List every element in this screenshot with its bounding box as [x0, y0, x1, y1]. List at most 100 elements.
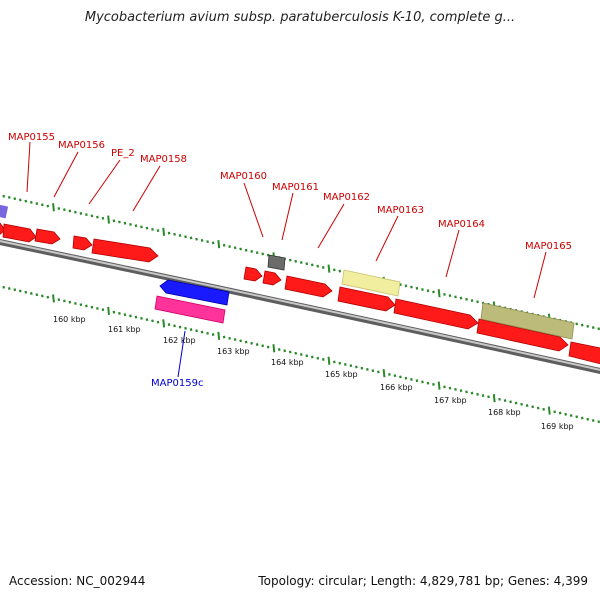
gene-label[interactable]: MAP0160 — [220, 171, 267, 182]
forward-track-minor-tick — [90, 214, 94, 218]
leader-map0162 — [317, 203, 345, 249]
gene-arrow-map0156[interactable] — [2, 223, 37, 243]
scale-track-minor-tick — [85, 304, 88, 308]
scale-track-minor-tick — [580, 416, 584, 420]
scale-track-minor-tick — [211, 333, 215, 336]
gene-arrow-map0155[interactable] — [0, 222, 6, 236]
scale-label: 160 kbp — [53, 315, 86, 324]
scale-track-minor-tick — [586, 417, 590, 421]
scale-label: 165 kbp — [325, 370, 358, 379]
gene-arrow-map0162[interactable] — [284, 275, 333, 298]
scale-track-minor-tick — [481, 394, 485, 398]
scale-track-major-tick — [217, 331, 221, 340]
forward-track-minor-tick — [250, 250, 253, 253]
forward-track-minor-tick — [255, 251, 259, 255]
gene-arrow-map0159c[interactable] — [159, 279, 230, 306]
gene-label[interactable]: MAP0163 — [377, 205, 424, 216]
forward-track-minor-tick — [228, 245, 231, 248]
scale-track-major-tick — [382, 369, 386, 378]
forward-track-minor-tick — [597, 327, 600, 331]
gene-label[interactable]: MAP0161 — [272, 182, 319, 193]
forward-track-minor-tick — [591, 326, 595, 329]
gene-label[interactable]: MAP0162 — [323, 192, 370, 203]
gene-arrow-map0161[interactable] — [262, 270, 282, 286]
forward-track-minor-tick — [316, 264, 320, 268]
scale-track-major-tick — [492, 393, 496, 403]
scale-track-minor-tick — [432, 382, 435, 386]
gene-box-map0165-feature[interactable] — [480, 302, 575, 340]
gene-label[interactable]: MAP0165 — [525, 241, 572, 252]
forward-track-minor-tick — [63, 208, 66, 212]
gene-box-map0160-pseudo[interactable] — [267, 254, 286, 271]
forward-track-minor-tick — [184, 235, 187, 239]
scale-track-minor-tick — [178, 325, 182, 329]
forward-track-minor-tick — [156, 229, 160, 233]
scale-track-minor-tick — [569, 414, 573, 417]
scale-track-minor-tick — [46, 295, 50, 299]
gene-left-edge-purple[interactable] — [0, 204, 9, 219]
forward-track-minor-tick — [24, 199, 28, 203]
forward-track-minor-tick — [244, 248, 248, 252]
scale-track-minor-tick — [167, 323, 171, 327]
scale-labels: 160 kbp 161 kbp 162 kbp 163 kbp 164 kbp … — [53, 315, 574, 431]
scale-track-minor-tick — [520, 402, 523, 406]
scale-track-minor-tick — [542, 407, 545, 411]
scale-track-minor-tick — [487, 395, 490, 399]
gene-arrow-pe2[interactable] — [34, 228, 61, 245]
forward-track-major-tick — [327, 264, 331, 273]
map-title: Mycobacterium avium subsp. paratuberculo… — [84, 10, 516, 25]
scale-track-minor-tick — [239, 339, 242, 343]
forward-track-minor-tick — [299, 261, 303, 264]
gene-label[interactable]: MAP0156 — [58, 140, 105, 151]
gene-label[interactable]: PE_2 — [111, 148, 135, 159]
scale-label: 169 kbp — [541, 422, 574, 431]
gene-label[interactable]: MAP0164 — [438, 219, 485, 230]
gene-arrow-map0166[interactable] — [568, 341, 600, 365]
forward-track-minor-tick — [239, 247, 242, 251]
forward-track-minor-tick — [261, 252, 265, 256]
scale-track-minor-tick — [393, 374, 397, 378]
forward-track-minor-tick — [332, 268, 336, 272]
gene-arrow-map0160[interactable] — [243, 266, 263, 282]
gene-box-map0163-feature[interactable] — [341, 269, 401, 297]
scale-track-minor-tick — [564, 412, 568, 416]
gene-arrow-map0158[interactable] — [91, 238, 159, 263]
scale-track-minor-tick — [558, 411, 562, 415]
scale-track-minor-tick — [448, 386, 452, 390]
leader-map0155 — [26, 141, 31, 193]
gene-arrow-map0164[interactable] — [393, 298, 479, 330]
accession-text: Accession: NC_002944 — [9, 574, 146, 588]
forward-track-minor-tick — [129, 223, 132, 226]
scale-label: 167 kbp — [434, 396, 467, 405]
gene-label[interactable]: MAP0158 — [140, 154, 187, 165]
forward-track-minor-tick — [575, 322, 579, 326]
leader-map0165 — [533, 251, 547, 299]
forward-track-minor-tick — [266, 253, 270, 257]
forward-track-minor-tick — [29, 200, 33, 204]
scale-track-minor-tick — [7, 287, 11, 290]
gene-labels: MAP0155 MAP0156 PE_2 MAP0158 MAP0160 MAP… — [8, 132, 572, 389]
forward-track-minor-tick — [233, 246, 237, 250]
forward-track-minor-tick — [294, 259, 298, 263]
forward-track-major-tick — [437, 289, 441, 298]
gene-arrow-map0165[interactable] — [476, 318, 569, 352]
scale-track-major-tick — [437, 381, 441, 390]
scale-track-minor-tick — [531, 405, 534, 409]
forward-genes — [0, 222, 600, 365]
scale-track-minor-tick — [514, 401, 518, 405]
forward-track-minor-tick — [338, 269, 342, 273]
gene-box-pe-pink[interactable] — [154, 295, 226, 324]
leader-map0161 — [281, 192, 294, 241]
gene-arrow-map0157[interactable] — [72, 235, 93, 251]
gene-arrow-map0163[interactable] — [337, 286, 396, 312]
forward-track-minor-tick — [404, 284, 408, 288]
gene-label[interactable]: MAP0159c — [151, 378, 203, 389]
scale-track-minor-tick — [575, 415, 579, 419]
scale-track-minor-tick — [454, 387, 457, 391]
forward-track-minor-tick — [195, 237, 198, 241]
gene-label[interactable]: MAP0155 — [8, 132, 55, 143]
scale-track-minor-tick — [156, 320, 160, 324]
forward-track-major-tick — [52, 203, 55, 212]
leader-pe2 — [88, 159, 121, 205]
